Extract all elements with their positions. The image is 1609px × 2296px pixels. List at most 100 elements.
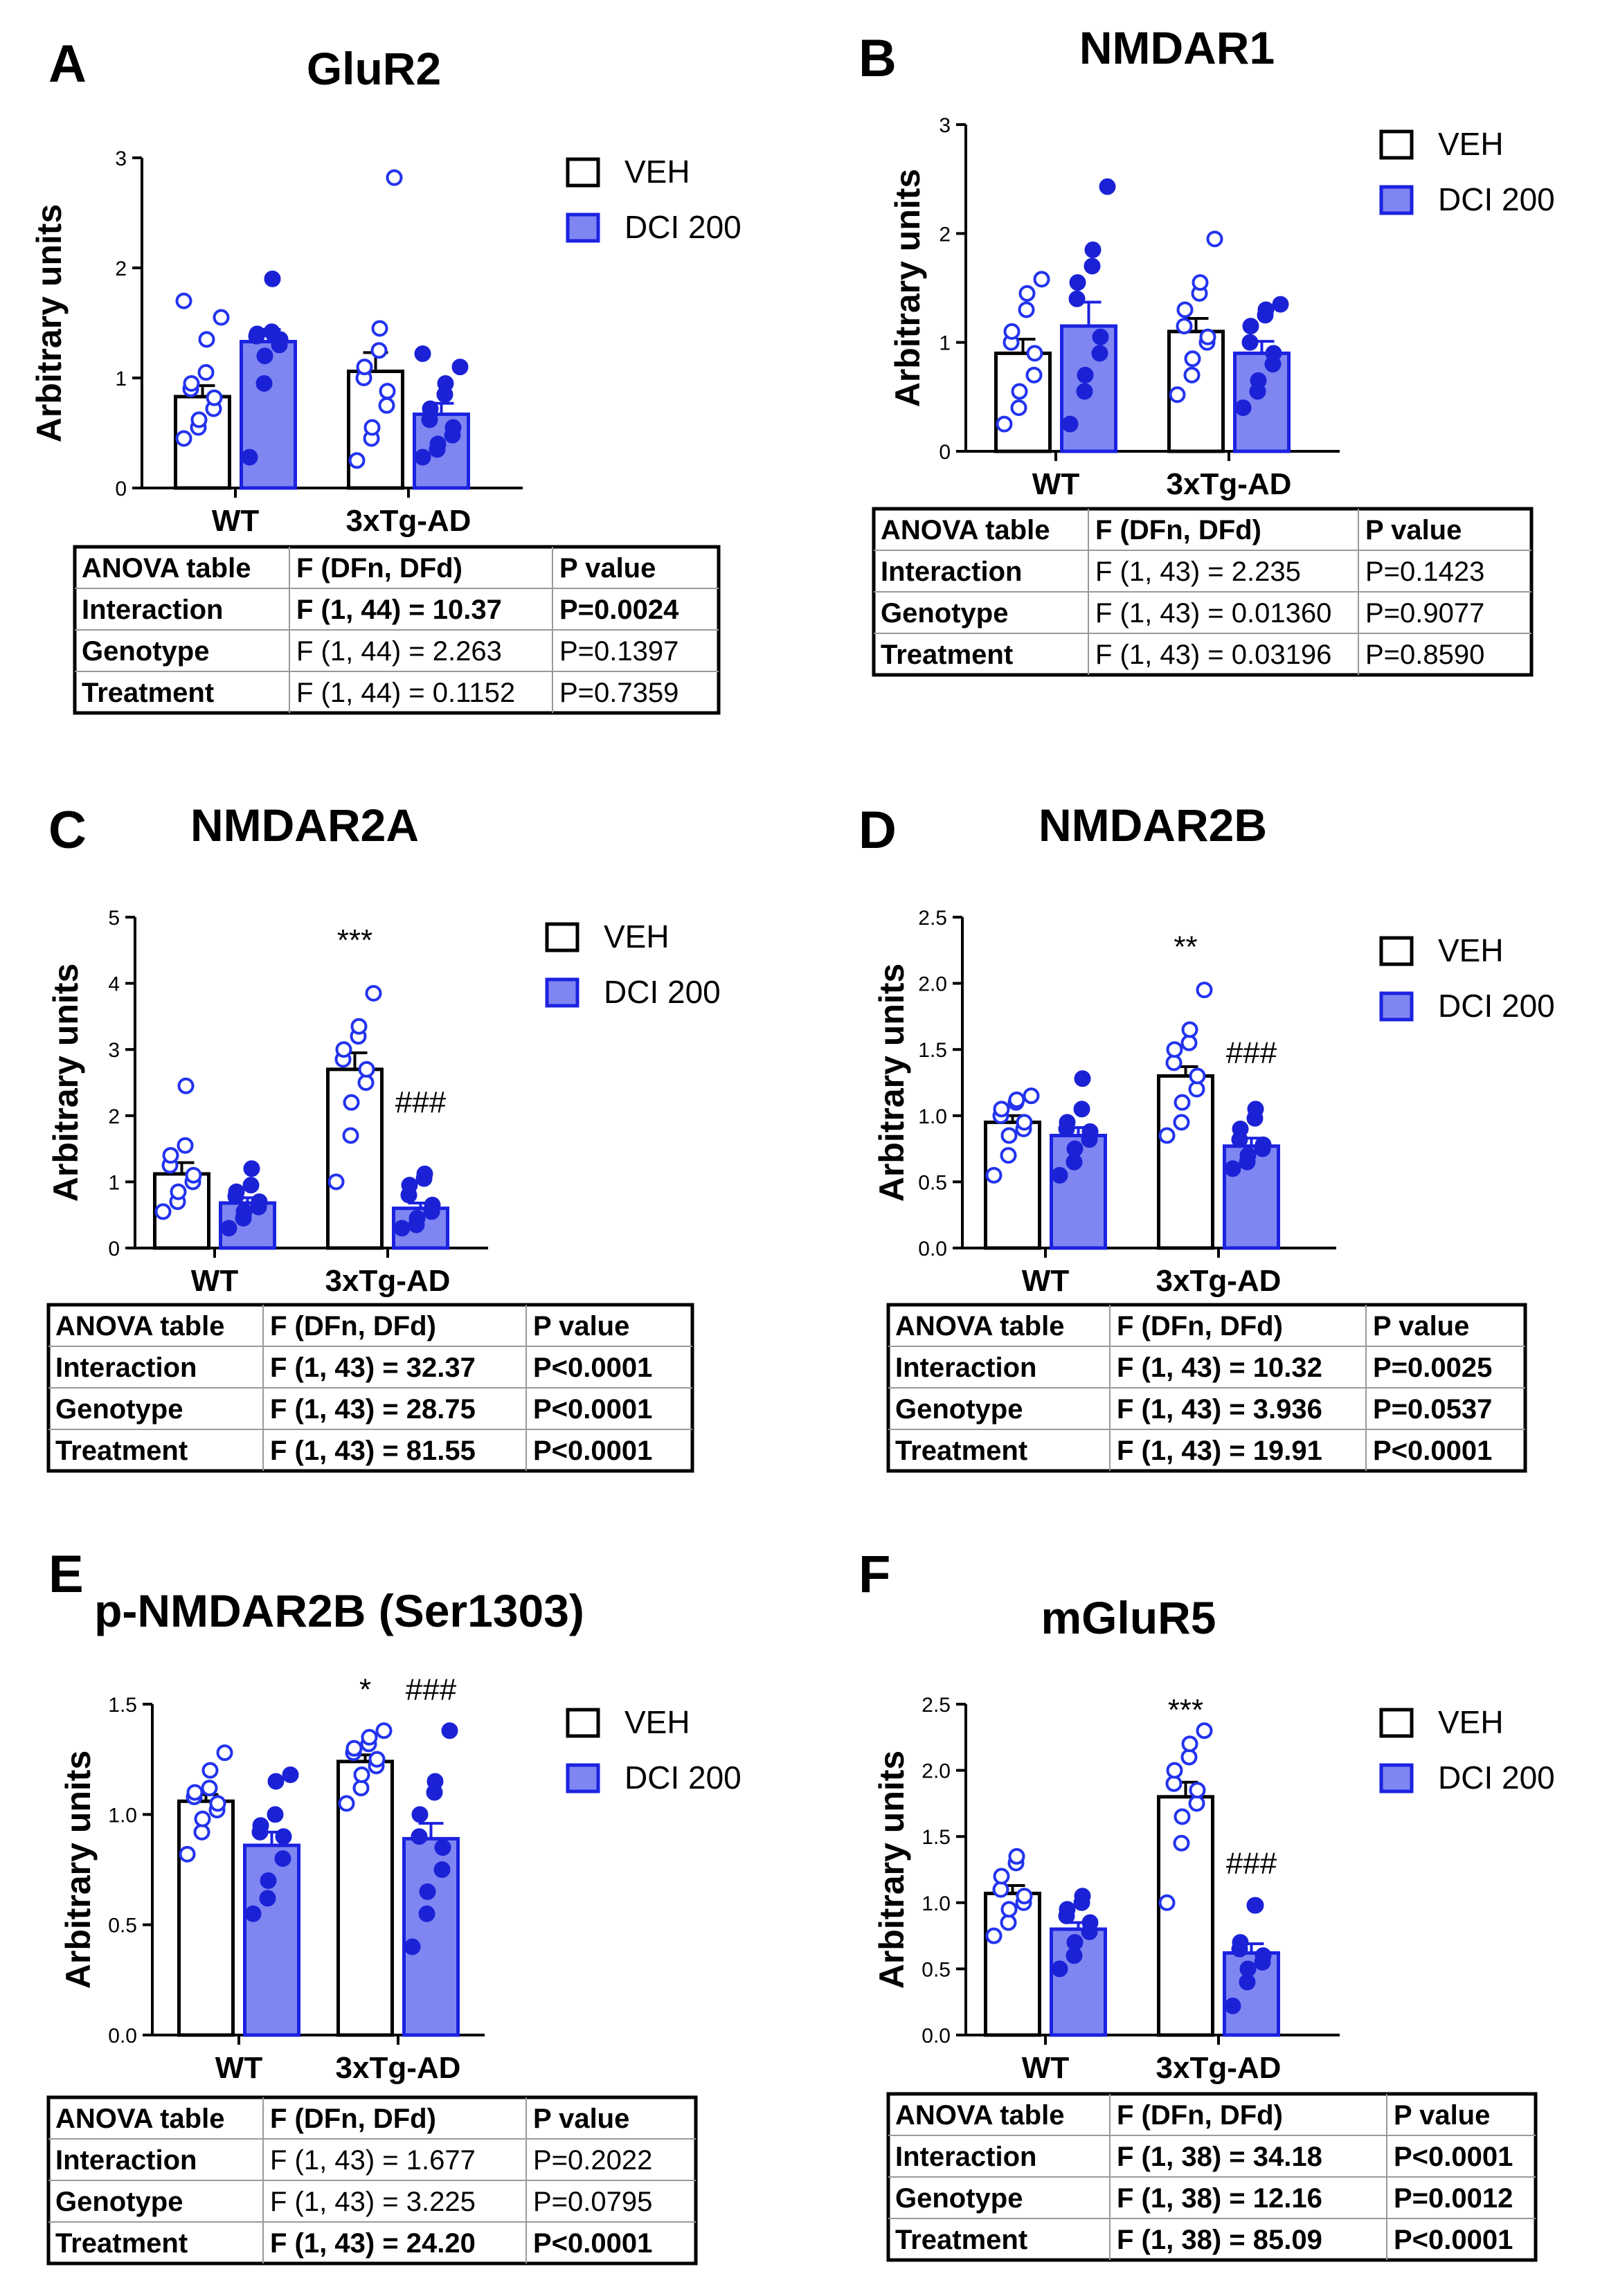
anova-table: ANOVA table F (DFn, DFd) P value Interactio… bbox=[46, 1303, 694, 1473]
y-axis-title: Arbitrary units bbox=[30, 204, 69, 443]
data-point-veh bbox=[1196, 1722, 1213, 1739]
significance-label: ### bbox=[1226, 1036, 1277, 1069]
data-point-dci bbox=[243, 1160, 260, 1177]
data-point-veh bbox=[154, 1203, 172, 1220]
y-tick-label: 3 bbox=[115, 147, 127, 170]
data-point-veh bbox=[1011, 383, 1028, 400]
data-point-veh bbox=[186, 1784, 204, 1801]
anova-f-value: F (1, 38) = 34.18 bbox=[1117, 2142, 1322, 2172]
data-point-veh bbox=[198, 331, 215, 348]
anova-table: ANOVA table F (DFn, DFd) P value Interactio… bbox=[872, 507, 1534, 677]
data-point-veh bbox=[1180, 1034, 1198, 1051]
bar-dci bbox=[240, 340, 297, 490]
data-point-dci bbox=[1068, 290, 1086, 307]
data-point-veh bbox=[1181, 1021, 1198, 1038]
legend-swatch-dci bbox=[1379, 185, 1414, 215]
legend-swatch-dci bbox=[1379, 991, 1414, 1022]
data-point-veh bbox=[1192, 274, 1209, 291]
anova-f-value: F (1, 43) = 32.37 bbox=[270, 1353, 476, 1383]
x-category-label: 3xTg-AD bbox=[1156, 1264, 1282, 1298]
anova-p-value: P=0.8590 bbox=[1365, 640, 1484, 670]
data-point-dci bbox=[1232, 1934, 1249, 1951]
panel-letter: D bbox=[859, 801, 897, 860]
x-category-label: WT bbox=[1032, 467, 1080, 501]
panel-letter: B bbox=[859, 29, 897, 88]
anova-p-value: P=0.0537 bbox=[1373, 1394, 1492, 1425]
anova-p-value: P=0.1397 bbox=[559, 636, 678, 667]
panel-title: NMDAR2B bbox=[1039, 799, 1267, 851]
data-point-veh bbox=[335, 1041, 352, 1058]
data-point-veh bbox=[338, 1795, 355, 1812]
x-category-label: WT bbox=[215, 2051, 263, 2085]
data-point-veh bbox=[358, 1060, 375, 1078]
data-point-veh bbox=[1158, 1127, 1176, 1144]
data-point-dci bbox=[1084, 257, 1101, 275]
y-tick-label: 2 bbox=[108, 1105, 120, 1128]
y-tick-label: 1.0 bbox=[922, 1892, 951, 1915]
anova-row-label: Treatment bbox=[82, 678, 214, 708]
data-point-dci bbox=[1073, 1101, 1090, 1118]
data-point-veh bbox=[1018, 301, 1035, 318]
anova-f-value: F (1, 43) = 2.235 bbox=[1095, 557, 1301, 587]
anova-row-label: Genotype bbox=[55, 2187, 183, 2217]
anova-f-value: F (1, 43) = 24.20 bbox=[270, 2228, 476, 2259]
anova-p-value: P<0.0001 bbox=[533, 1353, 652, 1383]
data-point-dci bbox=[255, 374, 273, 392]
data-point-veh bbox=[1165, 1775, 1183, 1792]
significance-label: * bbox=[359, 1673, 371, 1707]
legend-label-dci: DCI 200 bbox=[1438, 988, 1555, 1024]
data-point-dci bbox=[1241, 334, 1259, 351]
significance-label: ### bbox=[1226, 1847, 1277, 1881]
data-point-dci bbox=[1066, 1934, 1084, 1951]
data-point-dci bbox=[1081, 1914, 1099, 1931]
y-tick-label: 2 bbox=[115, 257, 127, 280]
legend-label-veh: VEH bbox=[1438, 932, 1504, 968]
data-point-dci bbox=[1059, 1901, 1076, 1918]
y-axis-title: Arbitrary units bbox=[872, 1751, 911, 1989]
data-point-dci bbox=[251, 1193, 268, 1211]
y-tick-label: 5 bbox=[108, 907, 120, 930]
data-point-veh bbox=[1166, 1041, 1183, 1058]
data-point-dci bbox=[267, 1806, 284, 1823]
data-point-veh bbox=[1008, 1847, 1025, 1865]
anova-row-label: Treatment bbox=[895, 2225, 1027, 2255]
data-point-dci bbox=[1239, 1960, 1257, 1978]
anova-row-label: Treatment bbox=[55, 1436, 188, 1466]
data-point-dci bbox=[256, 347, 273, 365]
anova-row-label: Genotype bbox=[895, 2183, 1023, 2214]
data-point-dci bbox=[422, 400, 439, 417]
legend-label-dci: DCI 200 bbox=[1438, 181, 1555, 217]
data-point-veh bbox=[368, 1751, 386, 1768]
legend-label-veh: VEH bbox=[1438, 1704, 1504, 1740]
data-point-veh bbox=[1023, 1087, 1040, 1105]
x-category-label: 3xTg-AD bbox=[325, 1264, 451, 1298]
data-point-dci bbox=[1250, 372, 1267, 389]
data-point-veh bbox=[1165, 1054, 1183, 1072]
y-tick-label: 2.0 bbox=[918, 973, 947, 996]
significance-label: *** bbox=[337, 923, 372, 957]
data-point-veh bbox=[985, 1166, 1003, 1184]
data-point-veh bbox=[985, 1927, 1003, 1944]
y-tick-label: 0.0 bbox=[918, 1238, 947, 1260]
panel-title: p-NMDAR2B (Ser1303) bbox=[94, 1585, 584, 1636]
y-tick-label: 1.5 bbox=[108, 1694, 137, 1717]
anova-row-label: Interaction bbox=[55, 1353, 197, 1383]
data-point-veh bbox=[1016, 1114, 1033, 1131]
data-point-dci bbox=[437, 374, 454, 392]
data-point-veh bbox=[175, 292, 192, 309]
data-point-veh bbox=[1174, 1094, 1191, 1111]
anova-header-cell: F (DFn, DFd) bbox=[270, 2104, 436, 2134]
anova-row-label: Treatment bbox=[881, 640, 1013, 670]
anova-header-cell: F (DFn, DFd) bbox=[1095, 515, 1261, 545]
data-point-veh bbox=[185, 1166, 202, 1184]
panel-b: B NMDAR1 Arbitrary units 0 1 2 3 WT 3xTg-AD VEH DC… bbox=[859, 22, 1555, 677]
data-point-dci bbox=[275, 1828, 292, 1845]
anova-f-value: F (1, 43) = 81.55 bbox=[270, 1436, 476, 1466]
data-point-dci bbox=[1272, 296, 1289, 313]
data-point-dci bbox=[1091, 345, 1108, 362]
anova-row-label: Genotype bbox=[55, 1394, 183, 1425]
anova-p-value: P=0.7359 bbox=[559, 678, 678, 708]
bar-veh bbox=[177, 1799, 235, 2037]
y-tick-label: 1.5 bbox=[918, 1039, 947, 1062]
